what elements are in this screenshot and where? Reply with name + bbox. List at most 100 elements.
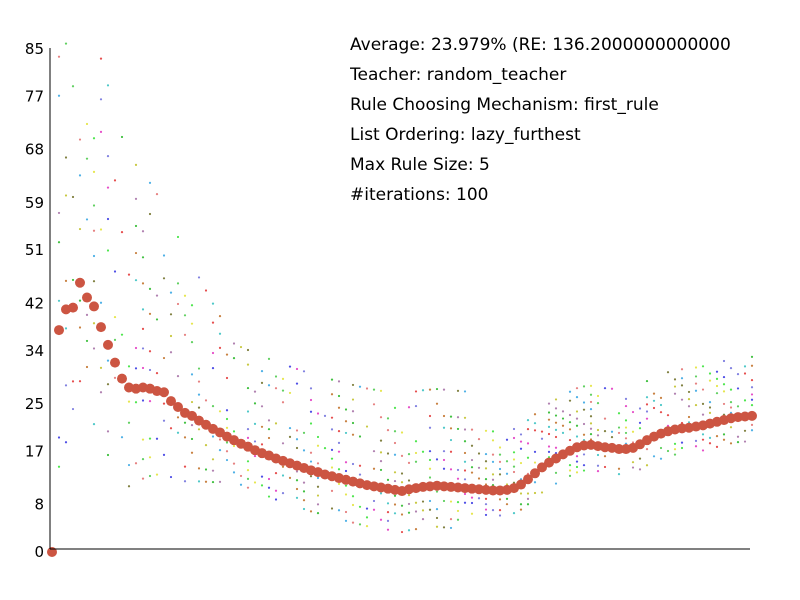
scatter-point	[141, 457, 145, 461]
scatter-point	[330, 378, 334, 381]
scatter-point	[267, 428, 271, 431]
scatter-point	[337, 380, 341, 383]
scatter-point	[722, 390, 726, 393]
scatter-point	[351, 433, 355, 436]
scatter-point	[715, 377, 719, 380]
scatter-point	[526, 456, 530, 459]
scatter-point	[526, 427, 530, 431]
scatter-point	[708, 379, 712, 382]
scatter-point	[148, 181, 152, 184]
main-point	[110, 357, 120, 368]
scatter-point	[309, 398, 313, 402]
scatter-point	[246, 427, 250, 431]
scatter-point	[414, 501, 418, 504]
scatter-point	[449, 415, 453, 418]
scatter-point	[533, 429, 537, 432]
scatter-point	[568, 399, 572, 402]
scatter-point	[92, 254, 96, 258]
scatter-point	[666, 414, 670, 417]
scatter-point	[477, 452, 481, 455]
scatter-point	[330, 507, 334, 510]
scatter-point	[491, 473, 495, 476]
scatter-point	[519, 503, 523, 506]
scatter-point	[659, 411, 663, 414]
scatter-point	[379, 389, 383, 392]
scatter-point	[155, 437, 159, 440]
scatter-point	[393, 512, 397, 515]
main-point	[530, 468, 540, 479]
scatter-point	[106, 84, 110, 87]
scatter-point	[701, 365, 705, 368]
scatter-point	[190, 424, 194, 427]
scatter-point	[498, 467, 502, 471]
scatter-point	[253, 440, 257, 443]
scatter-point	[148, 437, 152, 440]
scatter-point	[337, 394, 341, 398]
scatter-point	[722, 359, 726, 363]
scatter-point	[407, 529, 411, 532]
scatter-point	[421, 389, 425, 392]
scatter-point	[512, 465, 516, 468]
scatter-point	[302, 507, 306, 511]
scatter-point	[715, 392, 719, 395]
scatter-point	[652, 392, 656, 395]
scatter-point	[78, 380, 82, 383]
scatter-point	[211, 469, 215, 472]
scatter-point	[414, 527, 418, 531]
scatter-point	[330, 466, 334, 469]
scatter-point	[694, 382, 698, 385]
scatter-point	[155, 372, 159, 375]
scatter-point	[365, 516, 369, 519]
scatter-point	[253, 402, 257, 405]
scatter-point	[449, 438, 453, 442]
scatter-point	[57, 465, 61, 468]
scatter-point	[379, 451, 383, 454]
scatter-point	[463, 451, 467, 455]
scatter-point	[533, 422, 537, 425]
scatter-point	[85, 313, 89, 316]
scatter-point	[267, 419, 271, 422]
scatter-point	[729, 406, 733, 409]
scatter-point	[456, 416, 460, 419]
scatter-point	[505, 497, 509, 500]
scatter-point	[85, 365, 89, 369]
scatter-point	[281, 389, 285, 392]
scatter-point	[512, 451, 516, 454]
scatter-point	[344, 469, 348, 473]
scatter-point	[568, 390, 572, 393]
scatter-point	[386, 428, 390, 432]
scatter-point	[743, 365, 747, 368]
scatter-point	[232, 462, 236, 465]
scatter-point	[274, 498, 278, 501]
scatter-point	[407, 479, 411, 482]
main-point	[96, 322, 106, 333]
scatter-point	[267, 384, 271, 387]
scatter-point	[106, 155, 110, 158]
scatter-point	[155, 193, 159, 196]
scatter-point	[694, 389, 698, 392]
scatter-point	[57, 55, 61, 58]
scatter-point	[617, 426, 621, 429]
scatter-point	[575, 424, 579, 427]
scatter-point	[554, 446, 558, 449]
main-point	[89, 301, 99, 312]
scatter-point	[463, 478, 467, 481]
scatter-point	[722, 383, 726, 386]
scatter-point	[267, 357, 271, 360]
scatter-point	[498, 460, 502, 463]
scatter-point	[484, 508, 488, 511]
scatter-point	[736, 373, 740, 376]
scatter-point	[358, 473, 362, 476]
scatter-point	[512, 470, 516, 474]
scatter-point	[498, 509, 502, 512]
scatter-point	[694, 445, 698, 448]
scatter-point	[309, 410, 313, 413]
scatter-point	[694, 375, 698, 378]
scatter-point	[176, 431, 180, 434]
scatter-point	[183, 421, 187, 424]
scatter-point	[582, 401, 586, 404]
scatter-point	[400, 454, 404, 457]
max-rule-size-text: Max Rule Size: 5	[350, 155, 490, 175]
scatter-point	[211, 351, 215, 355]
